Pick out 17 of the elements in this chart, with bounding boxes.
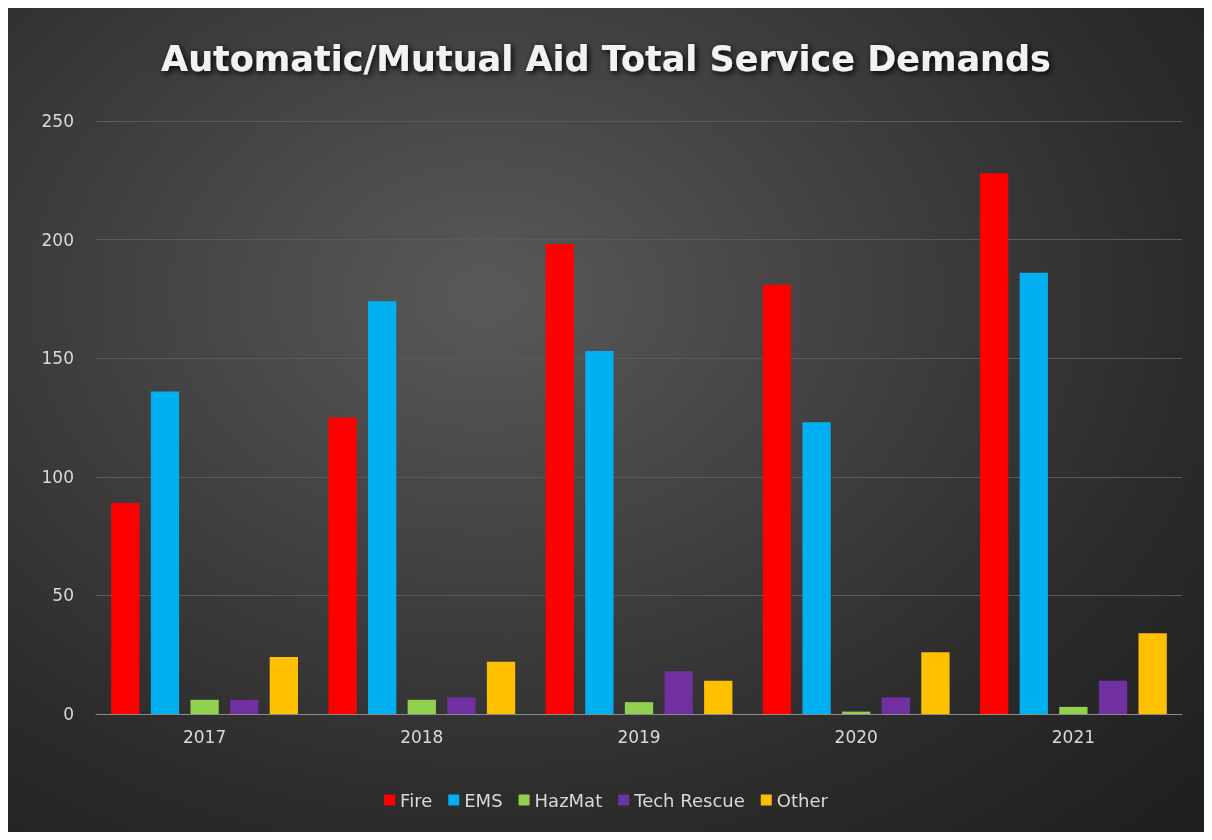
legend-label: Tech Rescue	[633, 789, 745, 811]
y-tick-label: 250	[41, 111, 74, 131]
x-tick-label: 2017	[182, 726, 227, 747]
y-tick-label: 100	[41, 466, 74, 487]
y-tick-label: 50	[52, 585, 74, 606]
chart-title: Automatic/Mutual Aid Total Service Demands	[161, 38, 1051, 79]
legend-label: Other	[776, 789, 829, 811]
x-tick-label: 2018	[400, 726, 444, 747]
legend-label: Fire	[400, 789, 433, 811]
x-tick-label: 2021	[1051, 726, 1096, 747]
y-tick-label: 150	[41, 348, 74, 369]
y-tick-label: 0	[63, 704, 74, 724]
x-tick-label: 2020	[834, 726, 878, 747]
legend-label: EMS	[464, 789, 503, 811]
legend-label: HazMat	[534, 789, 603, 811]
y-tick-label: 200	[41, 229, 74, 250]
x-tick-label: 2019	[617, 726, 661, 747]
